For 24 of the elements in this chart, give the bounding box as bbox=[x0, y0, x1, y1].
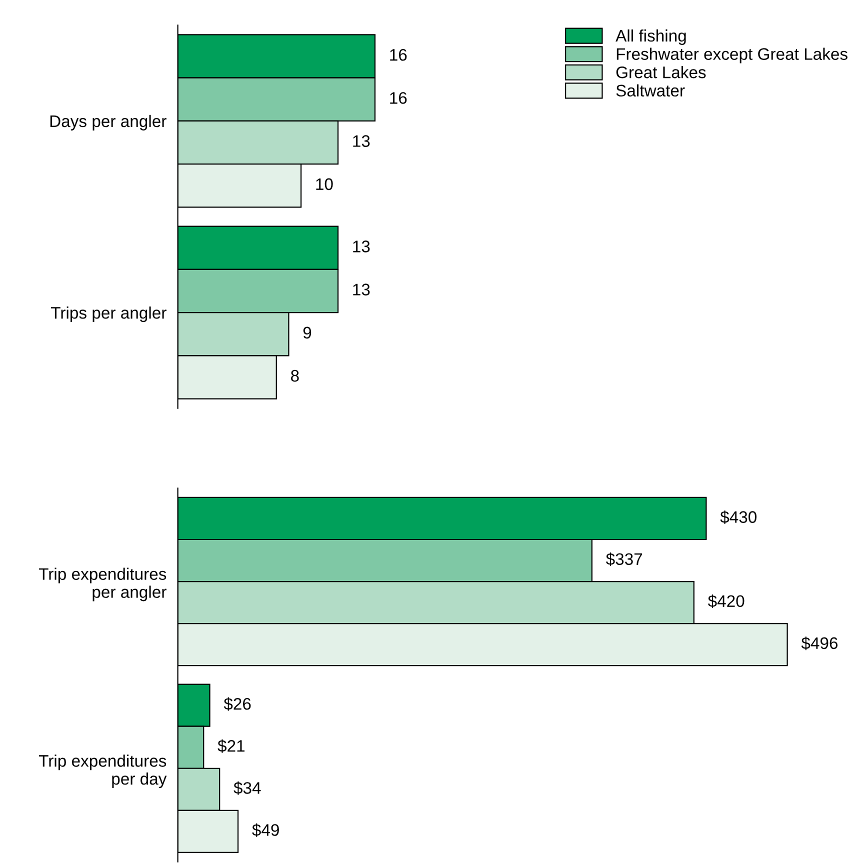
legend-label: Great Lakes bbox=[616, 66, 706, 78]
data-label: $337 bbox=[606, 552, 642, 566]
y-tick-label: Trips per angler bbox=[50, 306, 166, 322]
data-label: 9 bbox=[303, 326, 312, 339]
y-tick-label: Trip expenditures per day bbox=[38, 754, 167, 788]
data-label: $430 bbox=[720, 510, 757, 524]
data-label: 13 bbox=[353, 135, 370, 147]
data-label: 10 bbox=[316, 178, 333, 190]
data-label: 13 bbox=[353, 240, 370, 252]
data-label: $420 bbox=[708, 594, 744, 608]
data-label: 13 bbox=[353, 284, 370, 296]
data-label: $34 bbox=[234, 781, 261, 795]
data-label: $21 bbox=[218, 739, 244, 753]
y-tick-label: Trip expenditures per angler bbox=[38, 568, 166, 602]
legend-label: Freshwater except Great Lakes bbox=[616, 48, 848, 64]
data-label: 16 bbox=[390, 48, 407, 61]
legend-label: All fishing bbox=[616, 29, 686, 45]
data-label: $496 bbox=[801, 636, 838, 650]
data-label: 8 bbox=[291, 370, 299, 382]
data-label: $49 bbox=[252, 823, 279, 837]
legend-label: Saltwater bbox=[616, 84, 685, 97]
data-label: $26 bbox=[224, 697, 251, 711]
data-label: 16 bbox=[390, 92, 407, 104]
y-tick-label: Days per angler bbox=[50, 114, 166, 130]
